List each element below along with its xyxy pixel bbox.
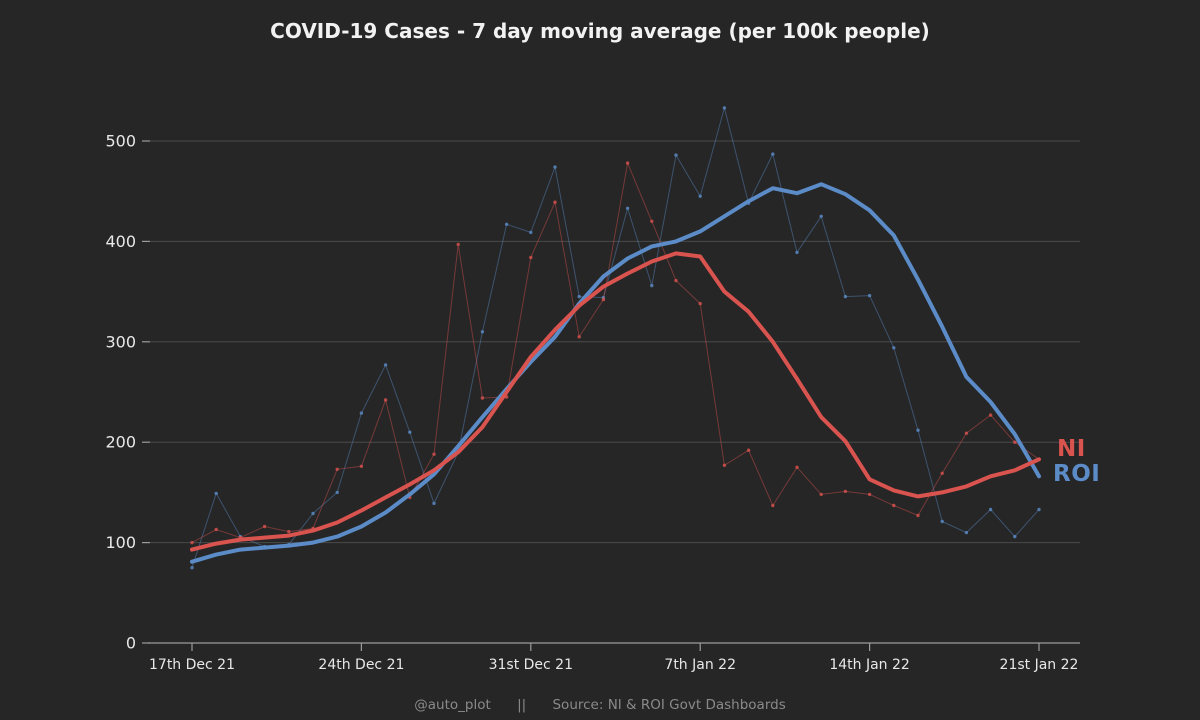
- x-tick-label: 24th Dec 21: [318, 657, 404, 673]
- roi-daily-marker: [335, 490, 339, 495]
- ni-daily-marker: [819, 492, 823, 497]
- chart-footer: @auto_plot || Source: NI & ROI Govt Dash…: [0, 697, 1200, 713]
- ni-daily-marker: [456, 242, 460, 247]
- ni-daily-marker: [383, 398, 388, 402]
- ni-daily-marker: [892, 503, 896, 508]
- y-tick-label: 500: [105, 132, 136, 151]
- y-tick-label: 400: [105, 232, 136, 251]
- x-tick-label: 7th Jan 22: [664, 657, 736, 673]
- roi-daily-marker: [577, 294, 581, 299]
- roi-daily-marker: [408, 430, 412, 434]
- ni-daily-marker: [432, 452, 436, 456]
- roi-daily-marker: [819, 214, 823, 218]
- ni-daily-marker: [577, 335, 581, 339]
- roi-daily-marker: [940, 519, 944, 524]
- y-tick-label: 100: [105, 533, 136, 552]
- ni-daily-marker: [625, 161, 630, 165]
- ni-daily-marker: [601, 297, 606, 302]
- ni-daily-marker: [335, 467, 339, 471]
- roi-daily-marker: [1037, 507, 1041, 512]
- ni-daily-marker: [553, 200, 557, 204]
- ni-daily-marker: [867, 492, 872, 497]
- ni-daily-marker: [795, 465, 799, 469]
- roi-daily-marker: [311, 511, 315, 516]
- roi-daily-marker: [625, 206, 630, 210]
- roi-daily-marker: [504, 222, 509, 226]
- ni-daily-marker: [529, 255, 533, 260]
- roi-daily-marker: [553, 165, 557, 169]
- roi-daily-marker: [795, 250, 799, 255]
- ni-daily-marker: [940, 471, 944, 475]
- y-tick-label: 300: [105, 332, 136, 351]
- y-tick-label: 200: [105, 433, 136, 452]
- ni-daily-marker: [698, 301, 702, 306]
- ni-daily-marker: [916, 513, 920, 518]
- y-tick-label: 0: [126, 634, 136, 653]
- roi-daily-marker: [674, 153, 678, 157]
- x-tick-label: 31st Dec 21: [489, 657, 573, 673]
- ni-daily-marker: [650, 219, 654, 223]
- legend-label-ni: NI: [1057, 436, 1086, 462]
- ni-average-line: [190, 251, 1041, 552]
- ni-daily-line: [191, 161, 1040, 544]
- ni-daily-marker: [674, 278, 678, 283]
- ni-daily-marker: [964, 431, 969, 435]
- ni-daily-marker: [988, 413, 993, 417]
- roi-daily-marker: [190, 566, 194, 570]
- x-tick-label: 17th Dec 21: [149, 657, 235, 673]
- legend-label-roi: ROI: [1053, 461, 1101, 487]
- roi-daily-marker: [988, 507, 993, 512]
- ni-daily-marker: [722, 463, 727, 467]
- x-tick-label: 14th Jan 22: [829, 657, 909, 673]
- roi-daily-marker: [843, 294, 848, 299]
- ni-daily-marker: [843, 489, 848, 494]
- roi-daily-marker: [359, 411, 364, 415]
- footer-source: Source: NI & ROI Govt Dashboards: [552, 697, 786, 713]
- roi-daily-marker: [214, 491, 218, 496]
- ni-daily-marker: [214, 527, 218, 532]
- roi-daily-marker: [383, 363, 388, 367]
- roi-daily-marker: [480, 330, 485, 334]
- ni-daily-marker: [262, 524, 267, 529]
- roi-daily-marker: [916, 428, 920, 432]
- roi-daily-marker: [650, 283, 654, 288]
- x-tick-label: 21st Jan 22: [1000, 657, 1079, 673]
- ni-daily-marker: [190, 540, 194, 545]
- footer-handle: @auto_plot: [414, 697, 491, 713]
- roi-average-line: [190, 182, 1041, 564]
- roi-daily-marker: [771, 152, 775, 156]
- ni-daily-marker: [480, 396, 485, 400]
- roi-daily-marker: [529, 230, 533, 235]
- ni-daily-marker: [746, 448, 751, 452]
- roi-daily-line: [191, 105, 1040, 568]
- ni-daily-marker: [771, 503, 775, 508]
- roi-daily-marker: [722, 106, 727, 110]
- roi-daily-marker: [1013, 534, 1017, 539]
- chart-title: COVID-19 Cases - 7 day moving average (p…: [270, 19, 930, 43]
- roi-daily-marker: [867, 293, 872, 298]
- ni-daily-marker: [1013, 440, 1017, 444]
- roi-daily-marker: [432, 501, 436, 506]
- ni-daily-marker: [287, 529, 291, 534]
- ni-daily-marker: [359, 464, 364, 468]
- roi-daily-marker: [964, 530, 969, 535]
- roi-daily-marker: [892, 346, 896, 350]
- footer-separator: ||: [517, 697, 527, 713]
- roi-daily-marker: [698, 194, 702, 198]
